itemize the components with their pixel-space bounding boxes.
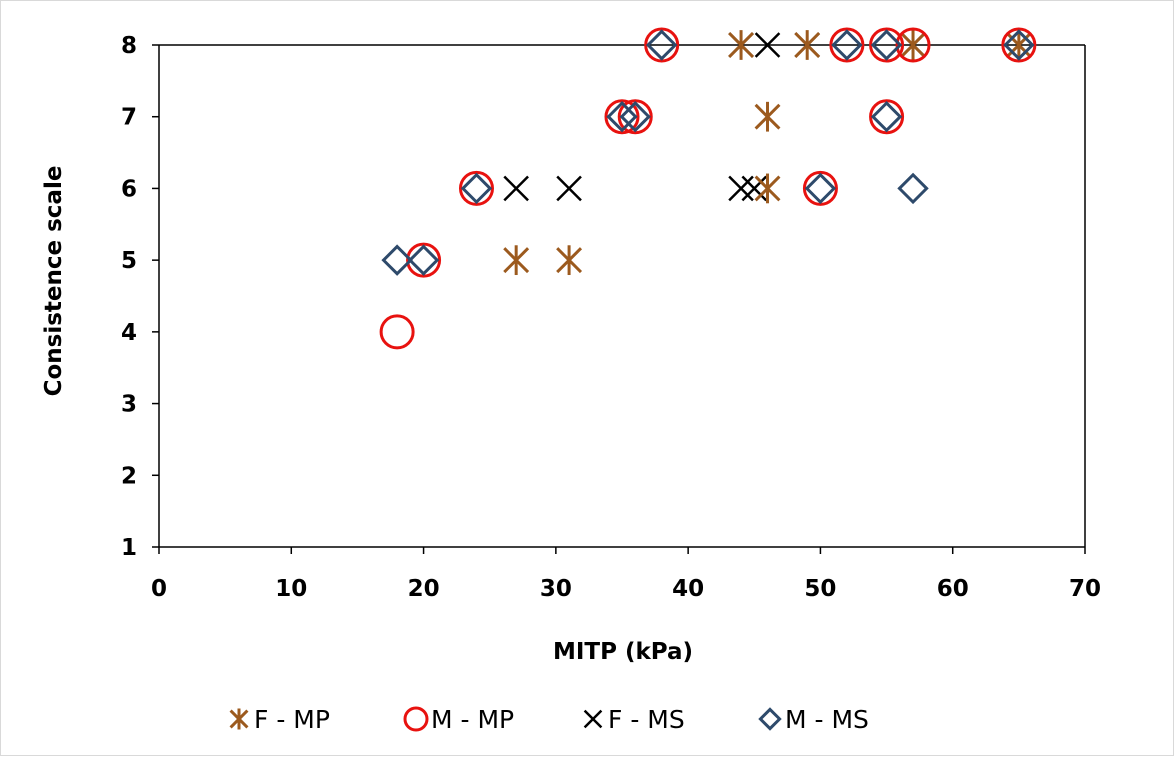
axes (152, 44, 1086, 554)
legend-marker (758, 707, 782, 731)
data-point-f-mp (556, 245, 583, 276)
y-tick-label: 1 (121, 535, 137, 561)
data-point-f-mp (794, 30, 821, 60)
y-tick-label: 2 (121, 463, 137, 489)
data-point-m-ms (460, 172, 493, 205)
data-point-m-mp (379, 314, 415, 350)
y-tick-label: 7 (121, 105, 137, 131)
y-tick-labels: 1 2 3 4 5 6 7 8 (121, 33, 137, 561)
legend-item: F - MS (583, 705, 685, 734)
data-point-m-ms (897, 172, 929, 205)
data-point-m-mp (1001, 27, 1037, 63)
x-tick-label: 40 (672, 576, 704, 602)
legend-item: M - MP (403, 705, 514, 734)
data-point-m-ms (870, 29, 903, 61)
data-point-m-ms (645, 29, 678, 61)
x-tick-label: 70 (1069, 576, 1101, 602)
legend-label: F - MP (254, 705, 330, 734)
data-point-m-mp (869, 99, 905, 135)
data-point-f-mp (1005, 30, 1032, 60)
legend-marker (403, 706, 429, 732)
x-tick-label: 0 (151, 576, 167, 602)
legend-item: F - MP (229, 705, 330, 734)
data-point-m-mp (869, 27, 905, 63)
x-tick-label: 20 (408, 576, 440, 602)
y-axis-title: Consistence scale (41, 166, 67, 397)
x-tick-label: 10 (275, 576, 307, 602)
data-point-m-mp (604, 99, 640, 135)
y-tick-label: 6 (121, 176, 137, 202)
legend-marker (229, 708, 249, 730)
data-point-f-ms (503, 175, 529, 202)
y-tick-label: 3 (121, 392, 137, 418)
data-point-m-ms (381, 244, 413, 276)
data-point-m-ms (831, 29, 863, 61)
data-point-m-mp (895, 27, 931, 63)
data-point-m-ms (606, 100, 638, 133)
x-axis-title: MITP (kPa) (553, 639, 693, 665)
x-tick-labels: 0 10 20 30 40 50 60 70 (151, 576, 1101, 602)
y-tick-label: 4 (121, 320, 137, 346)
data-point-m-ms (870, 100, 903, 133)
data-point-m-mp (406, 242, 442, 278)
legend-label: M - MP (431, 705, 514, 734)
data-point-m-mp (644, 27, 680, 63)
data-point-m-mp (458, 170, 494, 206)
data-point-f-mp (728, 30, 755, 60)
data-point-f-ms (754, 32, 781, 58)
data-point-f-ms (728, 175, 754, 202)
data-point-m-ms (1003, 29, 1035, 61)
x-tick-label: 30 (540, 576, 572, 602)
data-point-f-ms (556, 175, 582, 202)
data-point-m-ms (804, 172, 837, 205)
y-tick-label: 5 (121, 248, 137, 274)
legend-label: F - MS (608, 705, 685, 734)
legend-marker (583, 709, 603, 729)
y-tick-label: 8 (121, 33, 137, 59)
data-point-f-mp (900, 30, 926, 60)
data-point-m-ms (619, 100, 651, 133)
data-points (379, 27, 1037, 350)
data-point-f-mp (754, 101, 781, 132)
data-point-f-mp (754, 173, 781, 204)
data-point-f-mp (503, 245, 530, 276)
legend-label: M - MS (785, 705, 869, 734)
data-point-m-ms (407, 244, 440, 276)
legend: F - MP M - MP F - MS M - MS (229, 705, 869, 734)
data-point-m-mp (617, 99, 653, 135)
legend-item: M - MS (758, 705, 869, 734)
data-point-m-mp (802, 170, 838, 206)
x-tick-label: 50 (804, 576, 836, 602)
x-tick-label: 60 (937, 576, 969, 602)
data-point-f-ms (741, 175, 768, 202)
data-point-m-mp (829, 27, 865, 63)
